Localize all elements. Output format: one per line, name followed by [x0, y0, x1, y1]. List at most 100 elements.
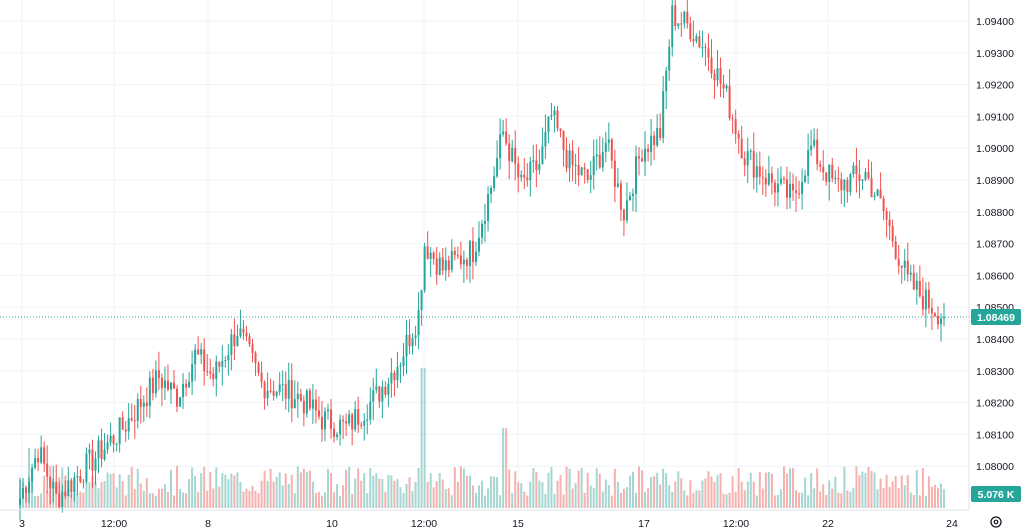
candle-body: [236, 336, 239, 346]
candle-body: [909, 272, 912, 275]
volume-bar: [206, 490, 209, 508]
volume-bar: [813, 488, 816, 508]
candle-body: [239, 328, 242, 337]
volume-bar: [716, 474, 719, 508]
candle-body: [496, 158, 499, 177]
candle-body: [619, 183, 622, 210]
candle-body: [734, 119, 737, 134]
candle-body: [508, 143, 511, 162]
candle-body: [816, 139, 819, 165]
volume-bar: [287, 484, 290, 508]
volume-bar: [121, 481, 124, 508]
volume-bar: [864, 472, 867, 508]
volume-bars: [19, 368, 945, 508]
volume-bar: [882, 487, 885, 508]
candle-body: [499, 134, 502, 159]
volume-bar: [547, 472, 550, 508]
candle-body: [396, 366, 399, 381]
volume-bar: [139, 483, 142, 508]
candle-body: [517, 163, 520, 178]
candle-body: [939, 318, 942, 325]
candle-body: [915, 280, 918, 290]
candle-body: [924, 289, 927, 310]
candle-body: [680, 23, 683, 25]
volume-bar: [565, 466, 568, 508]
volume-bar: [496, 477, 499, 508]
volume-bar: [879, 478, 882, 508]
candle-body: [641, 158, 644, 162]
candle-body: [163, 380, 166, 388]
candle-body: [97, 440, 100, 459]
candle-body: [927, 289, 930, 308]
candle-body: [148, 377, 151, 407]
volume-bar: [846, 490, 849, 508]
volume-bar: [595, 468, 598, 508]
candle-body: [864, 172, 867, 180]
candle-body: [858, 174, 861, 181]
volume-bar: [616, 482, 619, 508]
candle-body: [34, 458, 37, 468]
volume-bar: [936, 487, 939, 508]
volume-bar: [789, 468, 791, 508]
candle-body: [25, 488, 28, 494]
settings-icon[interactable]: [990, 516, 1002, 528]
candle-body: [173, 382, 175, 389]
candle-body: [212, 373, 215, 379]
volume-bar: [360, 480, 363, 508]
candle-body: [278, 384, 281, 392]
candle-body: [37, 458, 40, 463]
candle-body: [242, 328, 245, 333]
candle-body: [635, 156, 637, 194]
volume-bar: [236, 472, 239, 508]
candle-body: [384, 386, 387, 395]
candle-body: [810, 145, 813, 151]
candle-body: [450, 251, 453, 270]
x-tick-label: 22: [822, 518, 834, 530]
candle-body: [743, 158, 746, 166]
volume-bar: [855, 466, 858, 508]
volume-bar: [248, 490, 251, 508]
candle-body: [861, 179, 864, 181]
candle-body: [553, 110, 556, 116]
volume-bar: [465, 475, 468, 508]
volume-bar: [671, 491, 674, 508]
candle-body: [426, 246, 429, 260]
candle-body: [465, 259, 468, 266]
volume-bar: [191, 467, 194, 508]
candle-body: [595, 154, 598, 157]
volume-bar: [656, 472, 659, 508]
candle-body: [19, 498, 21, 505]
x-tick-label: 15: [512, 518, 524, 530]
volume-bar: [577, 470, 580, 508]
candle-body: [716, 68, 719, 81]
candle-body: [764, 178, 767, 185]
volume-bar: [142, 490, 145, 508]
y-tick-label: 1.09100: [976, 111, 1014, 123]
candle-body: [67, 480, 70, 497]
candle-body: [133, 420, 136, 422]
volume-bar: [405, 483, 408, 508]
volume-bar: [393, 480, 396, 508]
candle-body: [456, 255, 459, 257]
candle-body: [616, 183, 619, 187]
volume-bar: [737, 468, 740, 508]
y-tick-label: 1.09300: [976, 48, 1014, 60]
volume-bar: [366, 493, 369, 508]
volume-bar: [933, 484, 936, 508]
candle-body: [200, 349, 203, 355]
candle-body: [701, 47, 704, 49]
candle-body: [157, 370, 160, 378]
volume-bar: [414, 481, 417, 508]
candle-body: [831, 164, 834, 179]
price-axis[interactable]: 1.09400 1.09300 1.09200 1.09100 1.09000 1.089…: [968, 0, 1014, 510]
volume-bar: [852, 487, 855, 508]
candle-body: [598, 154, 601, 168]
volume-bar: [653, 476, 656, 508]
candle-body: [354, 409, 357, 430]
y-tick-label: 1.08000: [976, 461, 1014, 473]
volume-bar: [127, 474, 130, 508]
candle-body: [94, 458, 97, 471]
volume-bar: [843, 466, 846, 508]
time-axis[interactable]: 3 12:00 8 10 12:00 15 17 12:00 22 24: [0, 509, 969, 530]
